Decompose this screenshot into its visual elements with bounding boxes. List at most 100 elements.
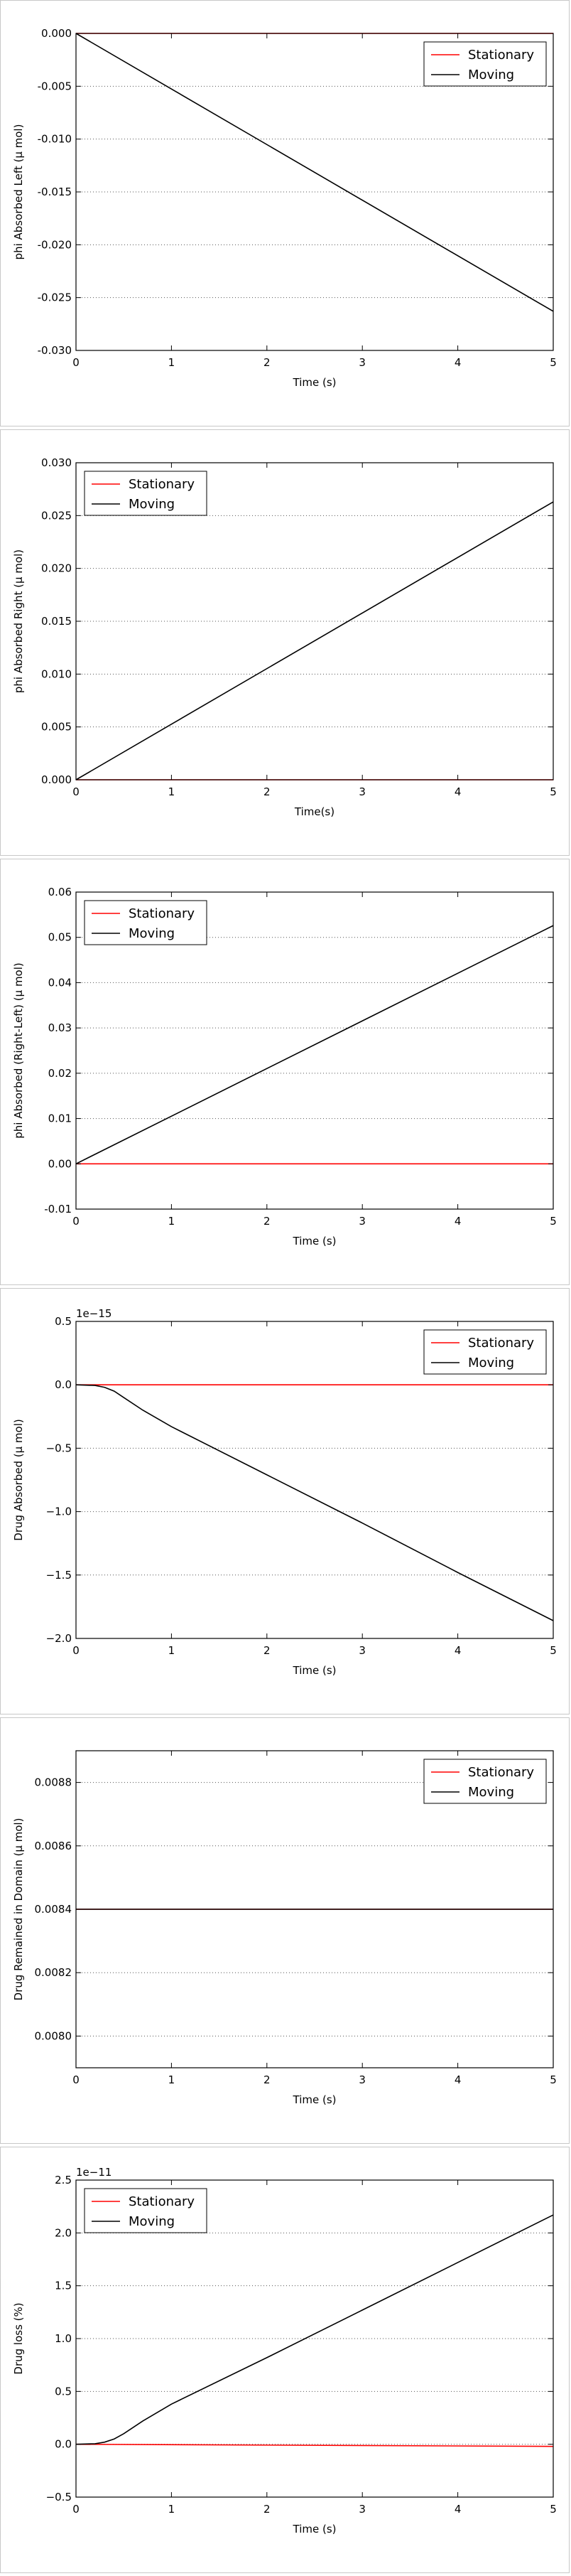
y-tick-label: −1.0 (46, 1506, 72, 1518)
y-tick-label: 0.010 (41, 667, 72, 680)
y-tick-label: −0.5 (46, 1442, 72, 1454)
y-tick-label: 0.000 (41, 27, 72, 40)
x-axis-label: Time (s) (293, 1664, 337, 1677)
y-tick-label: 0.025 (41, 509, 72, 522)
chart-3-svg: 0 1 2 3 4 5 -0.01 0.00 0.01 0.02 0.03 0.04 0.05 0.06 T… (12, 886, 557, 1247)
x-tick-label: 1 (168, 1215, 175, 1228)
y-axis-label: phi Absorbed Right (μ mol) (12, 549, 25, 693)
y-tick-label: -0.005 (38, 80, 72, 92)
legend-label: Moving (468, 1356, 514, 1370)
legend-label: Moving (468, 68, 514, 82)
x-tick-label: 3 (359, 356, 366, 369)
x-tick-label: 0 (72, 2503, 80, 2516)
y-tick-label: 0.03 (48, 1021, 72, 1034)
legend: Stationary Moving (84, 2188, 207, 2233)
series-line-moving (75, 33, 554, 312)
x-tick-label: 5 (550, 1644, 557, 1657)
chart-6-svg: 0 1 2 3 4 5 −0.5 0.0 0.5 1.0 1.5 2.0 2.5 1e−11 Time (s… (12, 2166, 557, 2535)
x-axis-label: Time (s) (293, 376, 337, 389)
legend-box (423, 1759, 547, 1804)
x-tick-label: 2 (263, 785, 271, 798)
x-tick-label: 0 (72, 785, 80, 798)
y-tick-label: 0.015 (41, 615, 72, 628)
legend-box (423, 1329, 547, 1375)
x-tick-label: 4 (455, 1215, 462, 1228)
legend-box (84, 471, 207, 516)
y-tick-label: 0.00 (48, 1157, 72, 1170)
legend: Stationary Moving (423, 1759, 547, 1804)
y-tick-label: 0.0080 (35, 2029, 72, 2042)
x-tick-label: 3 (359, 2073, 366, 2086)
x-tick-label: 0 (72, 1215, 80, 1228)
x-tick-label: 5 (550, 2073, 557, 2086)
x-tick-label: 0 (72, 2073, 80, 2086)
y-tick-label: 0.0 (55, 1378, 72, 1391)
y-tick-label: -0.010 (38, 133, 72, 146)
chart-panel-5: 0 1 2 3 4 5 0.0080 0.0082 0.0084 0.0086 0.0088 Time… (0, 1717, 570, 2144)
chart-panel-6: 0 1 2 3 4 5 −0.5 0.0 0.5 1.0 1.5 2.0 2.5 1e−11 Time (s… (0, 2147, 570, 2573)
y-tick-label: 0.020 (41, 562, 72, 575)
axis-offset-label: 1e−15 (76, 1307, 112, 1320)
x-tick-label: 4 (455, 785, 462, 798)
legend-label: Moving (129, 497, 175, 512)
y-tick-label: −1.5 (46, 1569, 72, 1582)
chart-2-svg: 0 1 2 3 4 5 0.000 0.005 0.010 0.015 0.020 0.025 0.03… (12, 456, 557, 818)
y-tick-label: -0.020 (38, 238, 72, 251)
legend-box (423, 41, 547, 87)
y-tick-label: 2.5 (55, 2174, 72, 2186)
y-tick-label: −2.0 (46, 1632, 72, 1645)
x-tick-label: 3 (359, 2503, 366, 2516)
legend: Stationary Moving (84, 471, 207, 516)
legend-label: Stationary (129, 2194, 195, 2209)
legend-box (84, 900, 207, 945)
x-tick-label: 5 (550, 1215, 557, 1228)
legend-box (84, 2188, 207, 2233)
chart-5-svg: 0 1 2 3 4 5 0.0080 0.0082 0.0084 0.0086 0.0088 Time… (12, 1750, 557, 2106)
y-tick-label: 0.04 (48, 976, 72, 989)
y-axis-label: Drug loss (%) (12, 2302, 25, 2374)
x-tick-label: 0 (72, 1644, 80, 1657)
chart-panel-2: 0 1 2 3 4 5 0.000 0.005 0.010 0.015 0.020 0.025 0.03… (0, 429, 570, 856)
legend-label: Stationary (468, 48, 534, 63)
x-tick-label: 4 (455, 2073, 462, 2086)
y-tick-label: 0.5 (55, 1315, 72, 1328)
y-tick-label: 0.0 (55, 2438, 72, 2451)
series-line-moving (75, 1384, 554, 1621)
y-tick-label: 0.06 (48, 886, 72, 898)
x-tick-label: 2 (263, 356, 271, 369)
legend: Stationary Moving (423, 1329, 547, 1375)
x-tick-label: 4 (455, 1644, 462, 1657)
legend-label: Stationary (468, 1765, 534, 1780)
x-tick-label: 4 (455, 356, 462, 369)
x-tick-label: 2 (263, 1644, 271, 1657)
x-axis-label: Time (s) (293, 2523, 337, 2535)
y-tick-label: 0.000 (41, 773, 72, 786)
x-tick-label: 5 (550, 2503, 557, 2516)
y-tick-label: -0.030 (38, 344, 72, 357)
y-tick-label: 1.0 (55, 2332, 72, 2345)
y-tick-label: 0.05 (48, 931, 72, 944)
legend-label: Stationary (129, 477, 195, 492)
series-line-moving (75, 2214, 554, 2445)
y-tick-label: 0.0082 (35, 1966, 72, 1979)
series-line-moving (75, 925, 554, 1165)
y-tick-label: −0.5 (46, 2491, 72, 2503)
x-tick-label: 5 (550, 356, 557, 369)
y-tick-label: -0.015 (38, 186, 72, 198)
x-tick-label: 2 (263, 2503, 271, 2516)
x-tick-label: 2 (263, 1215, 271, 1228)
legend: Stationary Moving (84, 900, 207, 945)
x-tick-label: 0 (72, 356, 80, 369)
x-axis-label: Time (s) (293, 1235, 337, 1247)
y-tick-label: 1.5 (55, 2280, 72, 2292)
x-tick-label: 5 (550, 785, 557, 798)
legend-label: Moving (129, 926, 175, 941)
y-tick-label: 0.0086 (35, 1840, 72, 1852)
y-tick-label: 0.030 (41, 456, 72, 469)
legend-label: Stationary (129, 906, 195, 921)
y-tick-label: 2.0 (55, 2226, 72, 2239)
x-tick-label: 4 (455, 2503, 462, 2516)
x-tick-label: 3 (359, 785, 366, 798)
axis-offset-label: 1e−11 (76, 2166, 112, 2179)
